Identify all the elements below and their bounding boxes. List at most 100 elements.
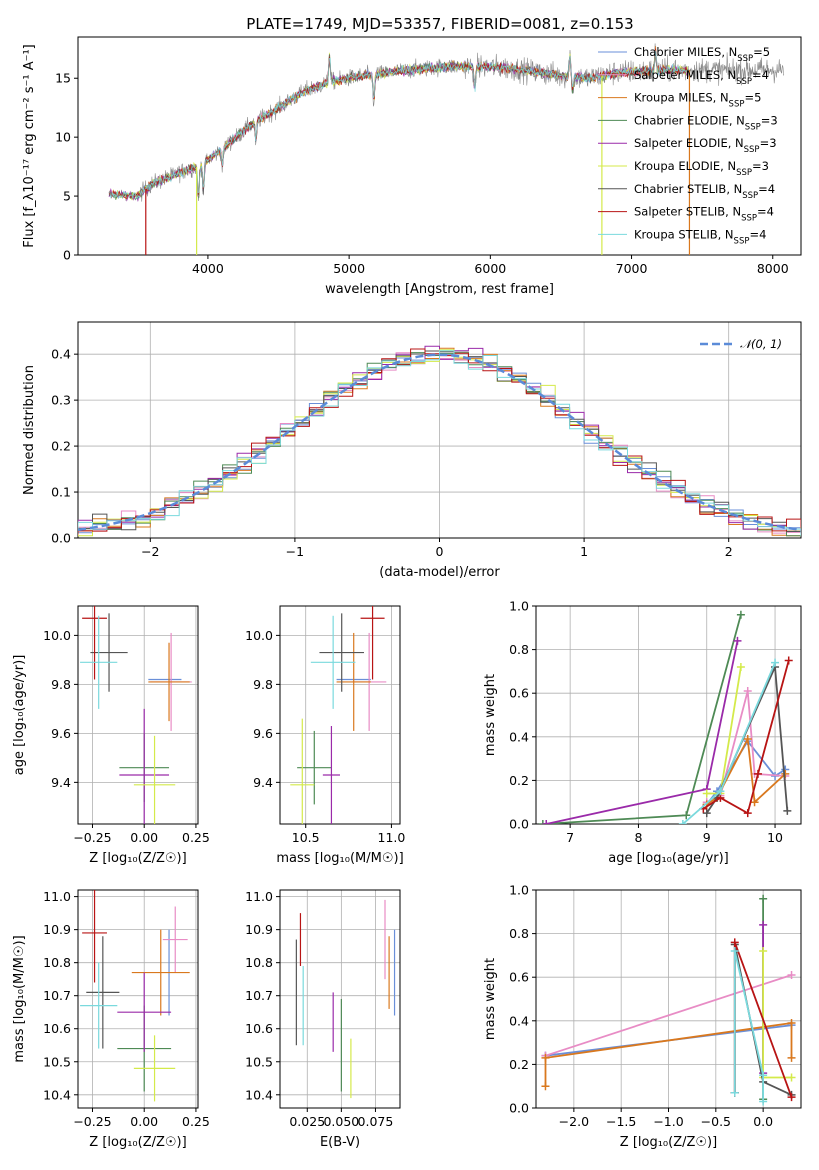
y-tick-label: 1.0 xyxy=(509,883,529,898)
x-tick-label: 11.0 xyxy=(378,830,406,845)
mass-weight-marker xyxy=(733,636,742,645)
legend-entry-subscript: SSP xyxy=(734,236,750,246)
mass-weight-marker xyxy=(783,806,792,815)
mass-weight-marker xyxy=(787,971,796,980)
y-tick-label: 10.4 xyxy=(245,1087,273,1102)
legend-entry-subscript: SSP xyxy=(736,77,752,87)
mass-weight-marker xyxy=(759,1071,768,1080)
y-tick-label: 9.8 xyxy=(253,677,273,692)
mass-weight-marker xyxy=(750,798,759,807)
x-tick-label: −2 xyxy=(141,544,159,559)
legend-entry-value: =5 xyxy=(753,45,770,59)
legend-entry-name: Salpeter ELODIE, N xyxy=(634,136,744,150)
x-axis-label: E(B-V) xyxy=(320,1135,360,1150)
mass-weight-marker xyxy=(542,820,551,824)
legend-entry-name: Kroupa MILES, N xyxy=(634,91,729,105)
y-tick-label: 10.7 xyxy=(43,988,71,1003)
plot-area xyxy=(108,43,785,255)
y-tick-label: 9.4 xyxy=(253,775,273,790)
y-tick-label: 9.4 xyxy=(51,775,71,790)
mass-weight-marker xyxy=(753,769,762,778)
legend-entry: Kroupa ELODIE, NSSP=3 xyxy=(634,159,769,178)
legend-entry: Chabrier STELIB, NSSP=4 xyxy=(634,182,775,201)
legend-entry-value: =4 xyxy=(752,68,769,82)
y-tick-label: 5 xyxy=(63,189,71,204)
y-tick-label: 10.7 xyxy=(245,988,273,1003)
legend-entry: Salpeter ELODIE, NSSP=3 xyxy=(634,136,777,155)
y-tick-label: 0.2 xyxy=(509,773,529,788)
legend-entry-subscript: SSP xyxy=(736,168,752,178)
mass-weight-marker xyxy=(759,1097,768,1106)
mass-weight-vs-age-panel: 7 8 9 10 0.0 0.2 0.4 0.6 0.8 1.0 age [log₁₀(age/yr… xyxy=(483,599,802,866)
y-tick-label: 0.4 xyxy=(509,1013,529,1028)
y-tick-label: 0 xyxy=(63,248,71,263)
legend-entry: Salpeter STELIB, NSSP=4 xyxy=(634,205,774,224)
legend-entry-name: Salpeter MILES, N xyxy=(634,68,736,82)
y-tick-label: 10.5 xyxy=(43,1054,71,1069)
figure-title: PLATE=1749, MJD=53357, FIBERID=0081, z=0… xyxy=(246,15,633,33)
y-tick-label: 10.4 xyxy=(43,1087,71,1102)
plot-area xyxy=(80,890,190,1102)
x-tick-label: 6000 xyxy=(474,261,506,276)
x-tick-label: −1.5 xyxy=(606,1114,636,1129)
legend-entry-name: Chabrier ELODIE, N xyxy=(634,113,745,127)
legend-entry-value: =4 xyxy=(758,182,775,196)
plot-area xyxy=(538,610,793,824)
mass-weight-marker xyxy=(759,920,768,929)
mass-weight-marker xyxy=(787,1018,796,1027)
y-axis-label: mass weight xyxy=(483,674,498,756)
x-axis-label: Z [log₁₀(Z/Z☉)] xyxy=(89,1135,186,1150)
y-tick-label: 0.4 xyxy=(509,729,529,744)
y-tick-label: 10.9 xyxy=(43,922,71,937)
y-tick-label: 0.8 xyxy=(509,926,529,941)
mass-weight-marker xyxy=(541,1053,550,1062)
y-tick-label: 0.6 xyxy=(509,970,529,985)
residual-histogram-step xyxy=(78,350,801,537)
legend-entry-subscript: SSP xyxy=(741,214,757,224)
axes-frame xyxy=(535,605,802,825)
mass-weight-marker xyxy=(736,610,745,619)
legend-entry-value: =3 xyxy=(752,159,769,173)
y-axis-label: age [log₁₀(age/yr)] xyxy=(12,655,27,776)
plot-area xyxy=(80,606,192,824)
mass-weight-marker xyxy=(743,809,752,818)
y-tick-label: 0.0 xyxy=(51,531,71,546)
mass-weight-marker xyxy=(682,811,691,820)
y-tick-label: 0.4 xyxy=(51,347,71,362)
axes-frame xyxy=(279,605,401,825)
axes-frame xyxy=(77,889,199,1109)
mass-weight-marker xyxy=(759,894,768,903)
x-axis-label: Z [log₁₀(Z/Z☉)] xyxy=(89,851,186,866)
x-tick-label: 8 xyxy=(634,830,642,845)
axes-frame xyxy=(77,605,199,825)
legend-entry: Kroupa STELIB, NSSP=4 xyxy=(634,227,766,246)
mass-weight-line xyxy=(544,1021,793,1087)
mass-weight-marker xyxy=(781,769,790,778)
spectrum-panel: 4000 5000 6000 7000 8000 0 5 10 15 wavelength [An… xyxy=(22,36,802,297)
model-spectrum-line xyxy=(108,50,688,200)
age-vs-mass-panel: 10.5 11.0 9.4 9.6 9.8 10.0 mass [log₁₀(M/M☉)] xyxy=(245,605,406,866)
mass-weight-vs-metallicity-panel: −2.0 −1.5 −1.0 −0.5 0.0 0.0 0.2 0.4 0.6 0.8 1.0 Z [… xyxy=(483,883,802,1150)
x-tick-label: 2 xyxy=(725,544,733,559)
mass-weight-marker xyxy=(730,1088,739,1097)
y-tick-label: 0.1 xyxy=(51,485,71,500)
mass-weight-marker xyxy=(736,663,745,672)
mass-weight-marker xyxy=(784,656,793,665)
legend-entry: Chabrier ELODIE, NSSP=3 xyxy=(634,113,778,132)
y-tick-label: 10.9 xyxy=(245,922,273,937)
mass-weight-marker xyxy=(538,820,547,824)
mass-weight-marker xyxy=(678,820,687,824)
legend-entry-value: =3 xyxy=(760,136,777,150)
x-axis-label: mass [log₁₀(M/M☉)] xyxy=(276,851,403,866)
x-tick-label: −1 xyxy=(286,544,304,559)
mass-weight-marker xyxy=(787,1093,796,1102)
axes-frame xyxy=(535,889,802,1109)
plot-area xyxy=(541,894,796,1106)
x-tick-label: 1 xyxy=(580,544,588,559)
y-tick-label: 10.0 xyxy=(43,628,71,643)
x-tick-label: 10.5 xyxy=(292,830,320,845)
axes-frame xyxy=(77,321,802,539)
y-axis-label: Flux [f_λ10⁻¹⁷ erg cm⁻² s⁻¹ A⁻¹] xyxy=(22,44,37,248)
